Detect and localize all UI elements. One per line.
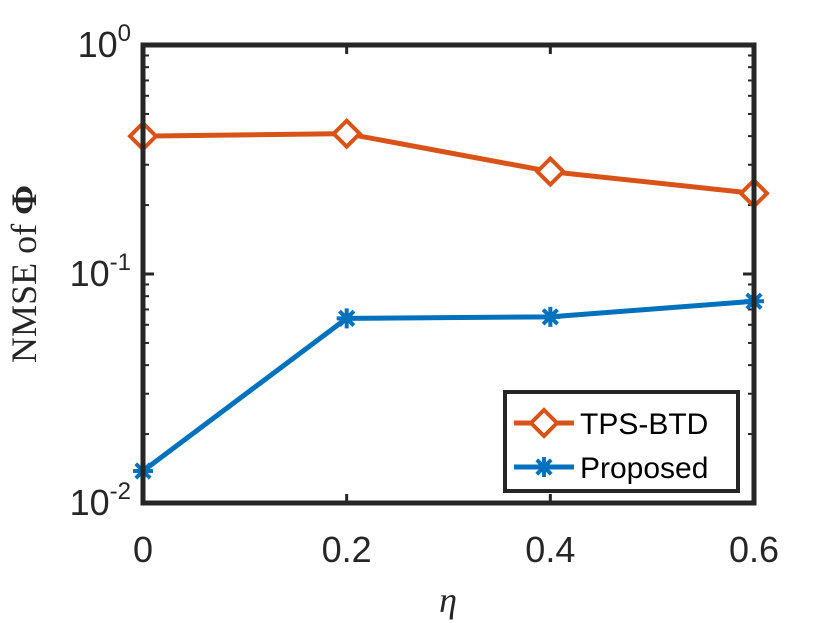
series-line-proposed [141,298,755,473]
x-tick-label: 0.2 [322,529,372,570]
y-tick-label: 10-2 [70,478,131,523]
legend-label-tps-btd: TPS-BTD [580,408,708,441]
legend-items: TPS-BTD Proposed [514,407,708,485]
y-tick-label: 10-1 [70,249,131,294]
legend-label-proposed: Proposed [580,452,708,485]
legend: TPS-BTD Proposed [503,390,740,493]
data-point-proposed [336,308,357,329]
x-tick-label: 0.4 [525,529,575,570]
y-axis-label-symbol: Φ [4,185,44,215]
y-tick-label: 100 [78,20,131,65]
data-point-tps-btd [330,117,363,150]
y-axis-label: NMSE of Φ [4,185,44,363]
y-axis-label-prefix: NMSE of [4,215,44,363]
x-tick-label: 0.6 [729,529,779,570]
data-point-proposed [540,306,561,327]
x-tick-label: 0 [133,529,153,570]
data-point-tps-btd [534,155,567,188]
x-axis-label: η [439,580,457,620]
plot-frame [140,42,757,506]
legend-marker-tps-btd [528,407,560,439]
legend-marker-proposed [534,457,554,477]
tick-labels: 0 0.2 0.4 0.6 10-2 10-1 100 [70,20,779,570]
series-line-tps-btd [142,131,755,196]
